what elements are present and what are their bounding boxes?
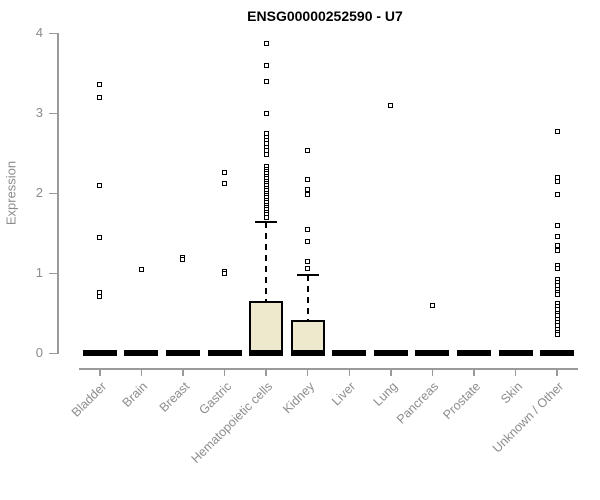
box: [290, 320, 325, 353]
x-axis-tick: [306, 368, 309, 376]
median-bar: [207, 350, 242, 356]
outlier-point: [222, 271, 228, 277]
outlier-point: [97, 182, 103, 188]
outlier-point: [97, 81, 103, 87]
x-axis-tick: [431, 368, 434, 376]
outlier-point: [180, 256, 186, 262]
outlier-point: [554, 332, 560, 338]
outlier-point: [305, 192, 311, 198]
x-axis-tick: [390, 368, 392, 376]
outlier-point: [554, 174, 560, 180]
x-axis-tick: [556, 368, 558, 376]
outlier-point: [305, 265, 311, 271]
median-bar: [290, 350, 325, 356]
outlier-point: [305, 258, 311, 264]
outlier-point: [305, 226, 311, 232]
outlier-point: [429, 302, 435, 308]
y-tick-label: 1: [35, 265, 43, 280]
x-axis-tick: [473, 368, 475, 376]
outlier-point: [554, 243, 560, 249]
outlier-point: [305, 148, 311, 154]
outlier-point: [263, 40, 269, 46]
median-bar: [165, 350, 200, 356]
x-axis-tick: [140, 368, 143, 376]
whisker-line: [265, 221, 268, 301]
outlier-point: [554, 292, 560, 298]
y-tick-label: 0: [35, 345, 43, 360]
outlier-point: [263, 152, 269, 158]
outlier-point: [263, 62, 269, 68]
whisker-line: [306, 274, 309, 321]
median-bar: [415, 350, 450, 356]
x-tick-label: Unknown / Other: [490, 379, 567, 456]
x-axis-tick: [348, 368, 351, 376]
outlier-point: [263, 110, 269, 116]
outlier-point: [305, 187, 311, 193]
outlier-point: [554, 233, 560, 239]
chart-title: ENSG00000252590 - U7: [247, 8, 403, 24]
x-axis-tick: [182, 368, 184, 376]
outlier-point: [97, 235, 103, 241]
outlier-point: [554, 128, 560, 134]
y-axis-tick: [49, 272, 57, 274]
outlier-point: [97, 293, 103, 299]
outlier-point: [554, 179, 560, 185]
x-axis-tick: [514, 368, 517, 376]
outlier-point: [554, 248, 560, 254]
whisker-cap: [296, 273, 319, 277]
y-axis-tick: [49, 352, 57, 354]
outlier-point: [554, 265, 560, 271]
median-bar: [498, 350, 533, 356]
outlier-point: [305, 176, 311, 182]
outlier-point: [263, 78, 269, 84]
y-tick-label: 2: [35, 185, 43, 200]
median-bar: [332, 350, 367, 356]
outlier-point: [305, 238, 311, 244]
y-axis-tick: [49, 112, 57, 114]
x-axis-line: [79, 368, 578, 370]
median-bar: [124, 350, 159, 356]
median-bar: [540, 350, 575, 356]
y-tick-label: 3: [35, 105, 43, 120]
y-axis-line: [57, 33, 59, 354]
x-axis-tick: [265, 368, 267, 376]
outlier-point: [388, 102, 394, 108]
median-bar: [457, 350, 492, 356]
x-axis-tick: [223, 368, 226, 376]
box: [249, 301, 284, 353]
outlier-point: [222, 169, 228, 175]
y-tick-label: 4: [35, 25, 43, 40]
outlier-point: [554, 192, 560, 198]
y-axis-tick: [49, 192, 57, 194]
x-axis-tick: [99, 368, 101, 376]
median-bar: [249, 350, 284, 356]
median-bar: [373, 350, 408, 356]
outlier-point: [97, 94, 103, 100]
outlier-point: [554, 222, 560, 228]
outlier-point: [138, 267, 144, 273]
median-bar: [82, 350, 117, 356]
outlier-point: [222, 180, 228, 186]
whisker-cap: [255, 220, 278, 224]
y-axis-tick: [49, 32, 57, 34]
outlier-point: [263, 214, 269, 220]
